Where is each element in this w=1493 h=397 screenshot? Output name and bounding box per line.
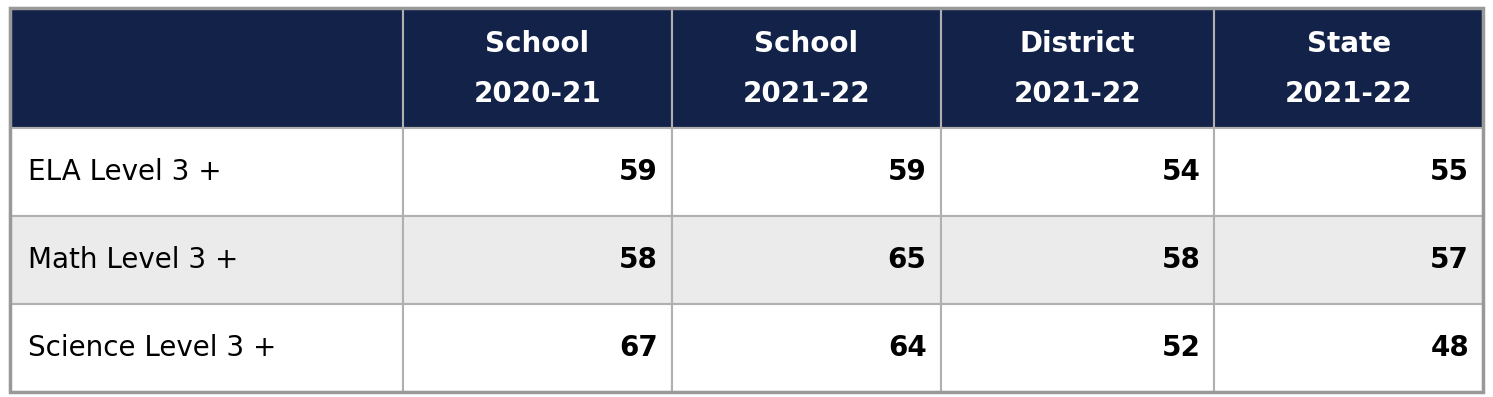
Bar	[941, 8, 1214, 128]
Text: 67: 67	[620, 334, 658, 362]
Text: 59: 59	[620, 158, 658, 186]
Bar	[10, 304, 403, 392]
Text: Science Level 3 +: Science Level 3 +	[28, 334, 276, 362]
Bar	[1214, 304, 1483, 392]
Text: 55: 55	[1430, 158, 1469, 186]
Text: 2021-22: 2021-22	[1014, 81, 1141, 108]
Bar	[672, 304, 941, 392]
Bar	[672, 216, 941, 304]
Text: 58: 58	[620, 246, 658, 274]
Text: 59: 59	[888, 158, 927, 186]
Text: ELA Level 3 +: ELA Level 3 +	[28, 158, 221, 186]
Bar	[941, 128, 1214, 216]
Text: 58: 58	[1162, 246, 1200, 274]
Bar	[10, 8, 403, 128]
Bar	[672, 128, 941, 216]
Bar	[403, 216, 672, 304]
Bar	[403, 304, 672, 392]
Text: 2021-22: 2021-22	[742, 81, 870, 108]
Text: District: District	[1020, 30, 1135, 58]
Bar	[1214, 128, 1483, 216]
Bar	[672, 8, 941, 128]
Text: State: State	[1306, 30, 1390, 58]
Bar	[941, 304, 1214, 392]
Text: 54: 54	[1162, 158, 1200, 186]
Text: 52: 52	[1162, 334, 1200, 362]
Text: 48: 48	[1430, 334, 1469, 362]
Bar	[1214, 216, 1483, 304]
Bar	[1214, 8, 1483, 128]
Bar	[10, 128, 403, 216]
Bar	[403, 128, 672, 216]
Text: Math Level 3 +: Math Level 3 +	[28, 246, 239, 274]
Text: 2021-22: 2021-22	[1285, 81, 1412, 108]
Text: 57: 57	[1430, 246, 1469, 274]
Text: School: School	[485, 30, 590, 58]
Text: 2020-21: 2020-21	[473, 81, 602, 108]
Bar	[10, 216, 403, 304]
Bar	[941, 216, 1214, 304]
Text: 64: 64	[888, 334, 927, 362]
Bar	[403, 8, 672, 128]
Text: 65: 65	[888, 246, 927, 274]
Text: School: School	[754, 30, 858, 58]
